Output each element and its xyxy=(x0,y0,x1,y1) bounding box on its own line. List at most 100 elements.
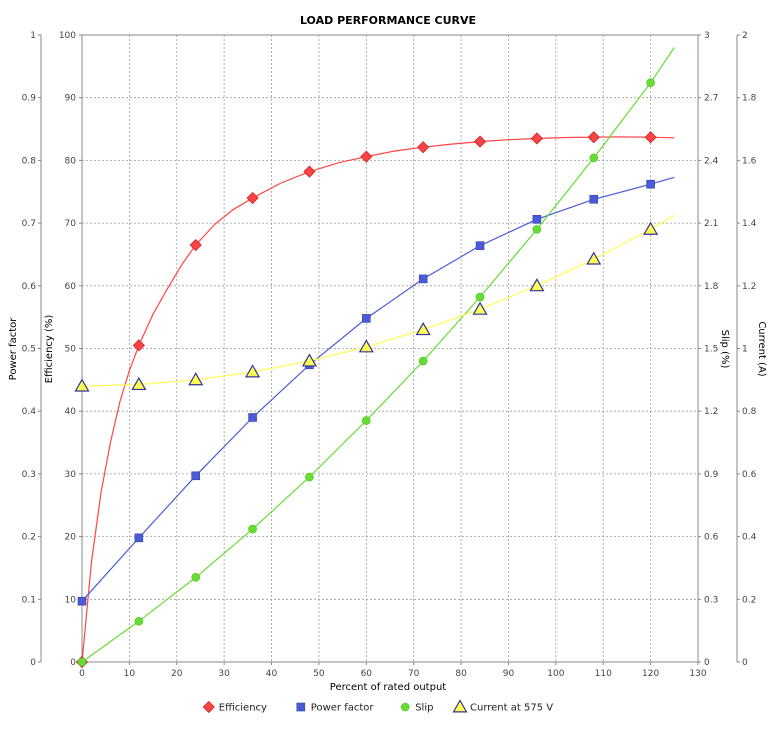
power-factor-point xyxy=(248,413,257,422)
power-factor-tick-label: 1 xyxy=(30,31,36,41)
current-at-575-v-point xyxy=(472,301,488,315)
power-factor-legend-label: Power factor xyxy=(311,703,375,714)
x-tick-label: 60 xyxy=(361,669,373,679)
current-at-575-v-point xyxy=(643,221,659,235)
current-tick-label: 1 xyxy=(742,345,748,355)
current-tick-label: 1.6 xyxy=(742,156,757,166)
current-at-575-v-point xyxy=(245,364,261,378)
power-factor-point xyxy=(191,471,201,481)
x-tick-label: 20 xyxy=(171,669,183,679)
slip-line xyxy=(81,47,675,663)
power-factor-tick-label: 0.3 xyxy=(22,470,36,480)
power-factor-legend-marker xyxy=(296,702,306,712)
efficiency-tick-label: 40 xyxy=(65,407,77,417)
slip-tick-label: 1.5 xyxy=(704,345,718,355)
efficiency-tick-label: 100 xyxy=(59,31,76,41)
slip-tick-label: 1.2 xyxy=(704,407,718,417)
efficiency-point xyxy=(644,131,657,144)
grid xyxy=(81,34,699,663)
efficiency-point xyxy=(587,131,600,144)
slip-tick-label: 0.3 xyxy=(704,595,718,605)
slip-point xyxy=(305,472,314,482)
current-at-575-v-line xyxy=(81,214,675,387)
power-factor-tick-label: 0 xyxy=(30,658,36,668)
efficiency-point xyxy=(303,165,316,178)
power-factor-tick-label: 0.5 xyxy=(22,345,36,355)
power-factor-tick-label: 0.9 xyxy=(22,94,37,104)
legend-item-current-at-575-v: Current at 575 V xyxy=(452,699,553,714)
slip-point xyxy=(646,78,655,87)
slip-point xyxy=(191,573,201,582)
current-at-575-v-point xyxy=(74,378,90,392)
efficiency-line xyxy=(81,136,675,663)
x-tick-label: 50 xyxy=(313,669,325,679)
x-tick-label: 30 xyxy=(218,669,230,679)
current-tick-label: 1.8 xyxy=(742,94,757,104)
current-at-575-v-point xyxy=(301,353,317,367)
slip-point xyxy=(362,416,371,425)
current-at-575-v-point xyxy=(131,376,147,391)
power-factor-axis-label: Power factor xyxy=(8,317,19,381)
slip-tick-label: 0 xyxy=(704,658,710,668)
current-at-575-v-point xyxy=(529,278,545,292)
x-tick-label: 90 xyxy=(503,669,515,679)
current-at-575-v-legend-label: Current at 575 V xyxy=(470,703,553,714)
slip-tick-label: 2.1 xyxy=(704,219,718,229)
efficiency-tick-label: 10 xyxy=(65,595,77,605)
current-at-575-v-legend-marker xyxy=(452,699,468,713)
power-factor-tick-label: 0.7 xyxy=(22,219,36,229)
slip-tick-label: 2.4 xyxy=(704,156,719,166)
current-axis-label: Current (A) xyxy=(756,321,767,376)
power-factor-point xyxy=(475,241,485,250)
efficiency-tick-label: 60 xyxy=(65,282,77,292)
efficiency-point xyxy=(189,238,202,252)
slip-point xyxy=(589,153,599,163)
chart-title: LOAD PERFORMANCE CURVE xyxy=(300,14,476,27)
legend-item-efficiency: Efficiency xyxy=(202,700,267,714)
efficiency-tick-label: 50 xyxy=(65,345,77,355)
current-at-575-v-point xyxy=(358,339,374,353)
series-layer xyxy=(74,47,675,669)
current-tick-label: 0.6 xyxy=(742,470,757,480)
efficiency-tick-label: 70 xyxy=(65,219,77,229)
slip-point xyxy=(532,225,542,234)
x-tick-label: 110 xyxy=(595,669,612,679)
slip-tick-label: 2.7 xyxy=(704,94,718,104)
power-factor-tick-label: 0.8 xyxy=(22,156,37,166)
current-at-575-v-point xyxy=(188,372,204,386)
power-factor-point xyxy=(77,596,87,606)
slip-legend-label: Slip xyxy=(415,703,433,714)
slip-tick-label: 1.8 xyxy=(704,282,719,292)
slip-point xyxy=(77,657,87,667)
power-factor-tick-label: 0.1 xyxy=(22,595,36,605)
efficiency-point xyxy=(473,135,487,148)
power-factor-point xyxy=(418,274,428,284)
current-tick-label: 1.2 xyxy=(742,282,756,292)
x-tick-label: 70 xyxy=(408,669,420,679)
efficiency-tick-label: 90 xyxy=(65,94,77,104)
x-tick-label: 80 xyxy=(455,669,467,679)
efficiency-legend-label: Efficiency xyxy=(219,703,267,714)
efficiency-point xyxy=(246,191,259,205)
power-factor-tick-label: 0.2 xyxy=(22,533,36,543)
slip-axis-label: Slip (%) xyxy=(719,330,730,369)
power-factor-point xyxy=(532,215,542,224)
slip-point xyxy=(418,356,428,366)
efficiency-legend-marker xyxy=(202,700,215,714)
current-at-575-v-point xyxy=(586,251,602,265)
legend-item-power-factor: Power factor xyxy=(296,702,375,714)
axes: 0 10 20 30 40 50 60 70 80 90 100 110 120 13000.10.20.… xyxy=(22,31,757,679)
power-factor-tick-label: 0.4 xyxy=(22,407,37,417)
efficiency-point xyxy=(360,150,373,163)
slip-legend-marker xyxy=(400,702,410,712)
slip-tick-label: 0.9 xyxy=(704,470,719,480)
efficiency-tick-label: 80 xyxy=(65,156,77,166)
power-factor-point xyxy=(134,533,144,543)
current-tick-label: 2 xyxy=(742,31,748,41)
current-tick-label: 0.4 xyxy=(742,533,757,543)
slip-point xyxy=(248,524,257,534)
efficiency-point xyxy=(530,132,543,145)
x-tick-label: 0 xyxy=(79,669,85,679)
slip-series xyxy=(77,47,675,667)
